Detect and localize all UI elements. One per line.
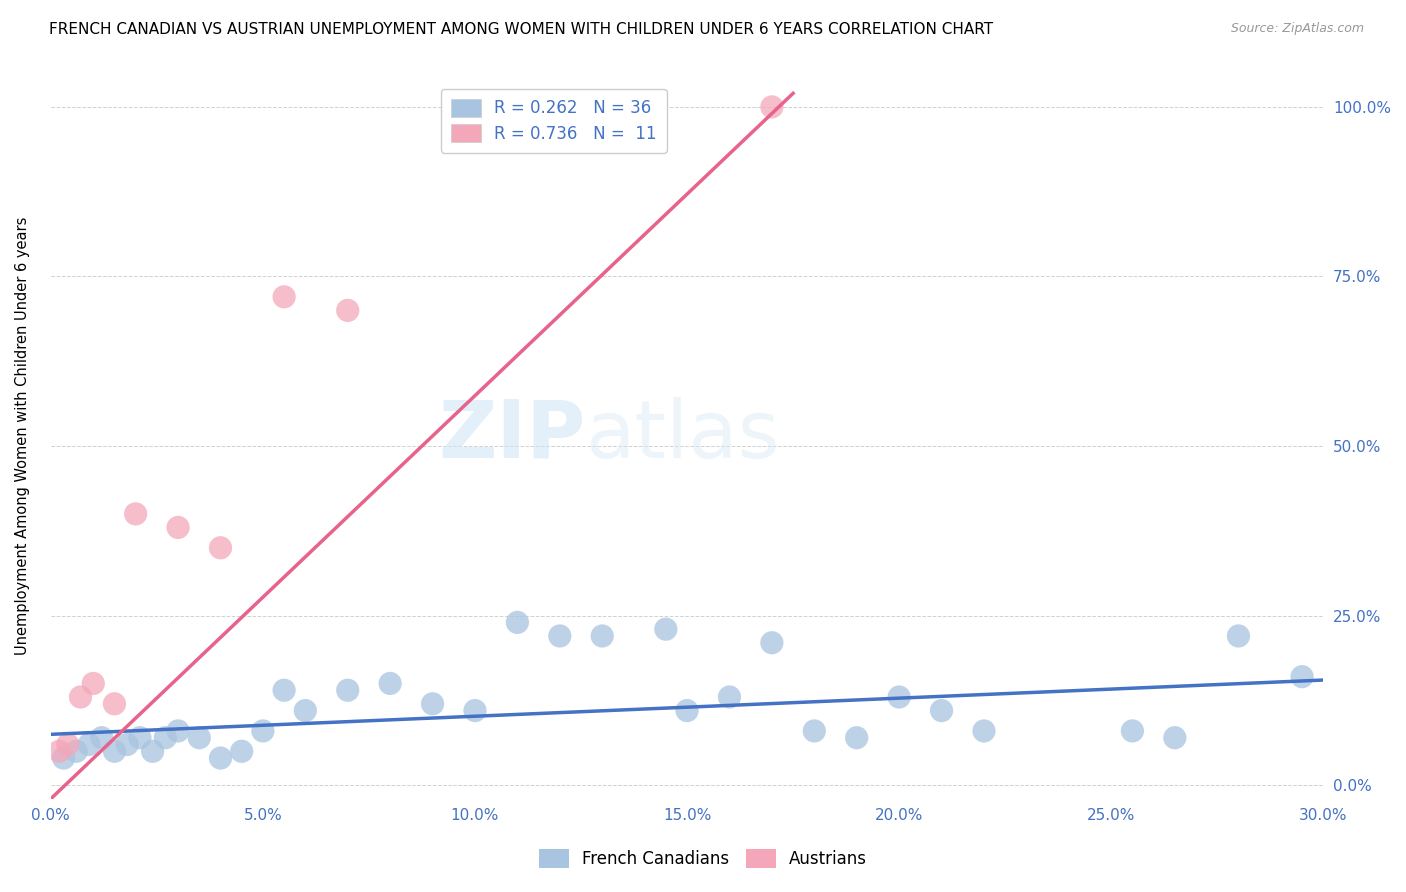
Point	[506, 615, 529, 630]
Point	[294, 704, 316, 718]
Text: ZIP: ZIP	[439, 397, 585, 475]
Point	[56, 738, 79, 752]
Point	[69, 690, 91, 704]
Point	[209, 541, 232, 555]
Text: Source: ZipAtlas.com: Source: ZipAtlas.com	[1230, 22, 1364, 36]
Legend: R = 0.262   N = 36, R = 0.736   N =  11: R = 0.262 N = 36, R = 0.736 N = 11	[441, 88, 666, 153]
Point	[103, 697, 125, 711]
Point	[188, 731, 211, 745]
Point	[548, 629, 571, 643]
Point	[1164, 731, 1187, 745]
Point	[803, 723, 825, 738]
Point	[231, 744, 253, 758]
Point	[115, 738, 138, 752]
Point	[931, 704, 953, 718]
Point	[124, 507, 146, 521]
Text: FRENCH CANADIAN VS AUSTRIAN UNEMPLOYMENT AMONG WOMEN WITH CHILDREN UNDER 6 YEARS: FRENCH CANADIAN VS AUSTRIAN UNEMPLOYMENT…	[49, 22, 993, 37]
Point	[761, 636, 783, 650]
Point	[252, 723, 274, 738]
Point	[1121, 723, 1143, 738]
Point	[103, 744, 125, 758]
Point	[82, 676, 104, 690]
Point	[887, 690, 910, 704]
Point	[48, 744, 70, 758]
Text: atlas: atlas	[585, 397, 780, 475]
Point	[718, 690, 741, 704]
Point	[973, 723, 995, 738]
Point	[77, 738, 100, 752]
Point	[65, 744, 87, 758]
Legend: French Canadians, Austrians: French Canadians, Austrians	[531, 843, 875, 875]
Point	[676, 704, 699, 718]
Y-axis label: Unemployment Among Women with Children Under 6 years: Unemployment Among Women with Children U…	[15, 217, 30, 655]
Point	[90, 731, 112, 745]
Point	[761, 100, 783, 114]
Point	[142, 744, 165, 758]
Point	[273, 290, 295, 304]
Point	[167, 723, 190, 738]
Point	[336, 683, 359, 698]
Point	[845, 731, 868, 745]
Point	[1227, 629, 1250, 643]
Point	[52, 751, 75, 765]
Point	[378, 676, 401, 690]
Point	[336, 303, 359, 318]
Point	[1291, 670, 1313, 684]
Point	[464, 704, 486, 718]
Point	[209, 751, 232, 765]
Point	[155, 731, 177, 745]
Point	[167, 520, 190, 534]
Point	[129, 731, 152, 745]
Point	[655, 622, 678, 636]
Point	[591, 629, 613, 643]
Point	[422, 697, 444, 711]
Point	[273, 683, 295, 698]
